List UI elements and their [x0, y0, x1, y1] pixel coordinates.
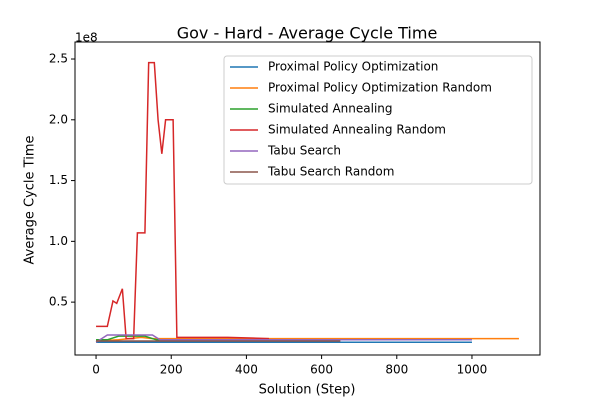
- legend-label: Proximal Policy Optimization Random: [268, 81, 492, 95]
- x-tick-label: 600: [310, 363, 333, 377]
- plot-frame: [74, 41, 541, 356]
- series-line: [95, 334, 472, 343]
- y-tick-label: 1.5: [49, 173, 68, 187]
- legend-label: Simulated Annealing Random: [268, 123, 446, 137]
- x-axis-label: Solution (Step): [259, 383, 356, 398]
- x-tick-label: 0: [92, 363, 100, 377]
- x-tick-label: 1000: [457, 363, 488, 377]
- legend-box: [223, 55, 533, 185]
- y-tick-label: 2.0: [49, 112, 68, 126]
- y-offset-label: 1e8: [75, 31, 98, 45]
- legend-label: Proximal Policy Optimization: [268, 60, 438, 74]
- y-tick-label: 0.5: [49, 295, 68, 309]
- x-tick-label: 400: [235, 363, 258, 377]
- y-axis-label: Average Cycle Time: [23, 136, 38, 265]
- chart-title: Gov - Hard - Average Cycle Time: [177, 24, 438, 43]
- series-line: [96, 61, 269, 340]
- x-tick-label: 800: [385, 363, 408, 377]
- y-tick-label: 2.5: [49, 52, 68, 66]
- x-tick-label: 200: [160, 363, 183, 377]
- legend-label: Simulated Annealing: [268, 102, 393, 116]
- y-tick-label: 1.0: [49, 234, 68, 248]
- legend-label: Tabu Search: [267, 144, 341, 158]
- legend-label: Tabu Search Random: [267, 165, 394, 179]
